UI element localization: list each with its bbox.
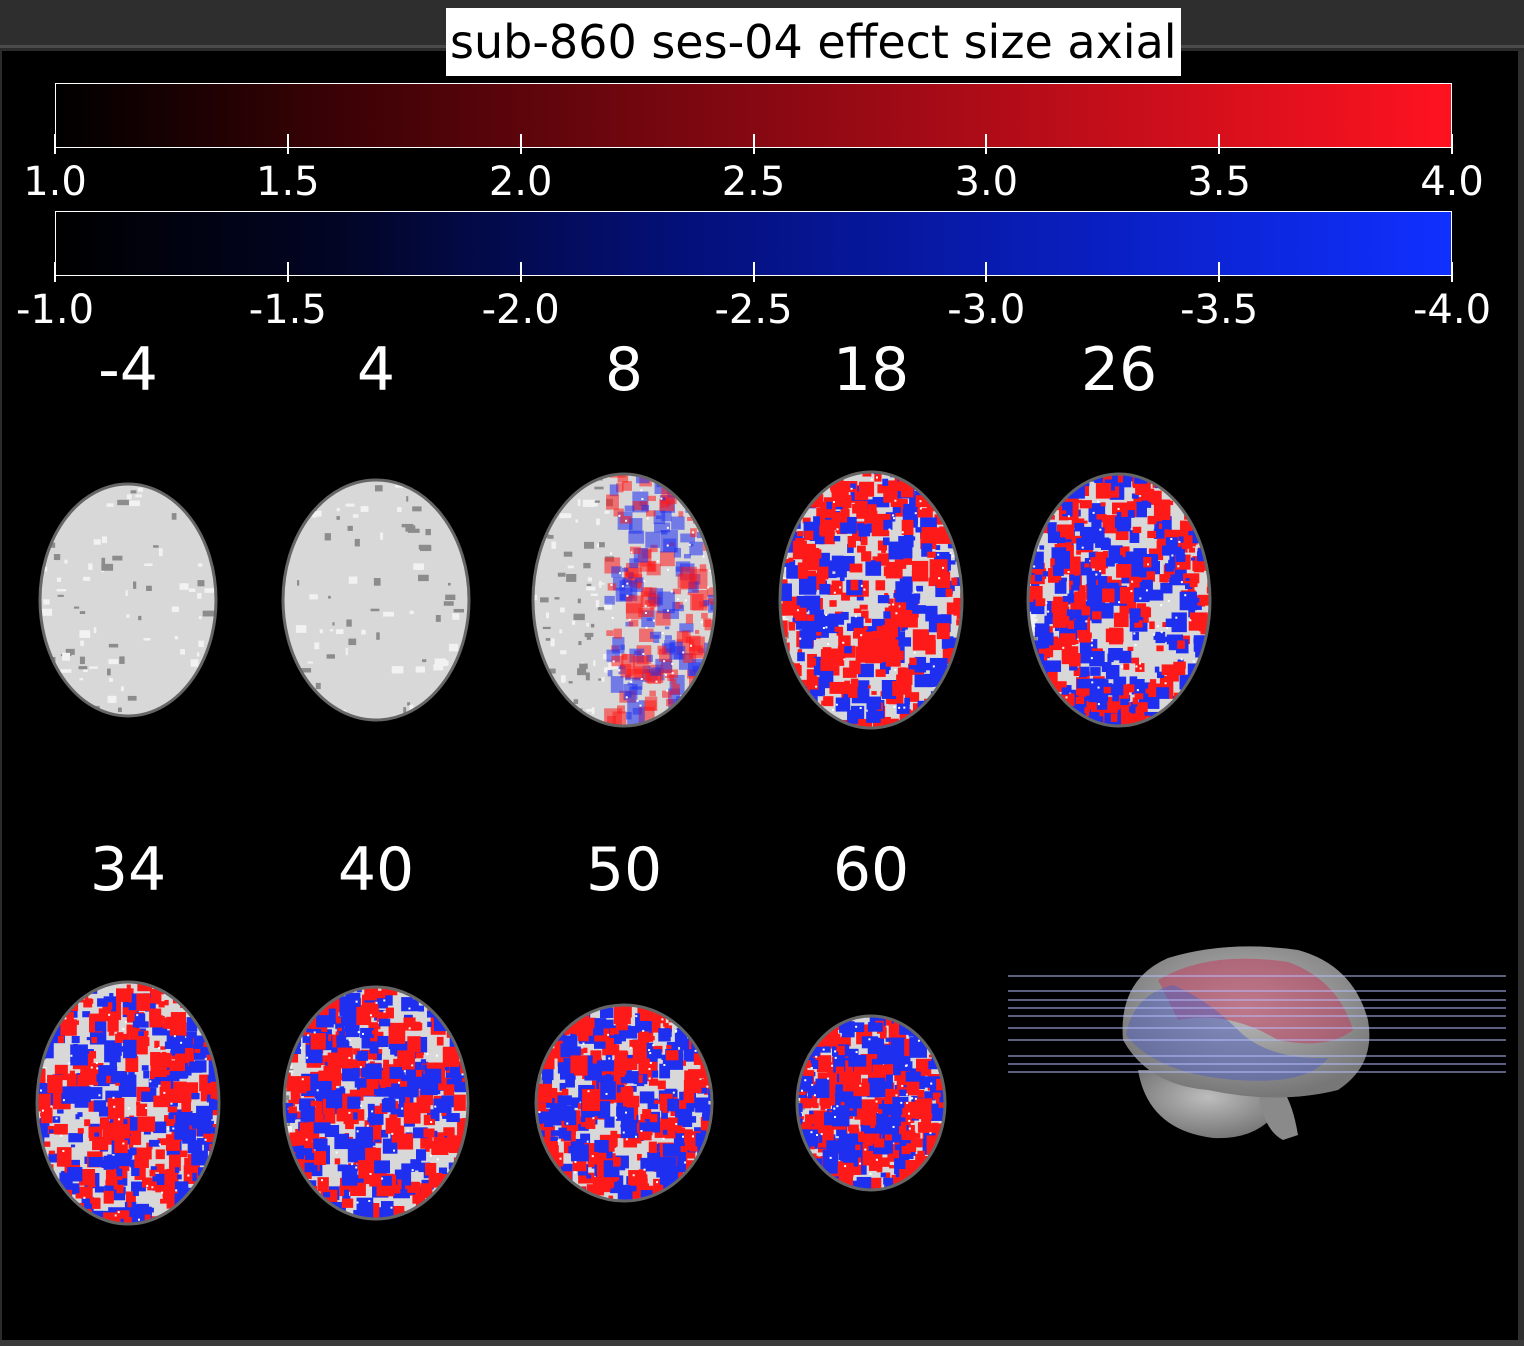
negative-colorbar-tick-label: -1.5 <box>248 287 327 333</box>
axial-slice-image <box>534 1003 714 1203</box>
slice-label: 8 <box>604 335 644 405</box>
axial-slice-image <box>38 482 218 718</box>
negative-colorbar-tick-label: -4.0 <box>1412 287 1492 333</box>
negative-colorbar-tick <box>54 262 56 282</box>
positive-colorbar-tick <box>286 134 289 154</box>
positive-colorbar-tick-label: 1.5 <box>256 159 320 205</box>
sagittal-brain-render <box>1008 946 1506 1140</box>
slice-label: 40 <box>337 835 415 905</box>
slice-label: 4 <box>356 335 396 405</box>
negative-colorbar-tick <box>286 262 289 282</box>
axial-slice-image <box>281 478 471 722</box>
positive-colorbar-tick <box>519 134 522 154</box>
window-bottom-edge <box>0 1340 1524 1346</box>
negative-colorbar-tick-label: -3.5 <box>1180 287 1259 333</box>
positive-colorbar-tick-label: 4.0 <box>1420 159 1484 205</box>
positive-colorbar-tick <box>752 134 755 154</box>
axial-slice-image <box>35 980 221 1226</box>
axial-slice-image <box>531 472 717 728</box>
positive-colorbar-tick <box>1218 134 1221 154</box>
negative-colorbar-tick-label: -2.5 <box>714 287 793 333</box>
positive-colorbar-tick-label: 1.0 <box>23 159 87 205</box>
slice-label: 50 <box>585 835 663 905</box>
negative-colorbar-tick <box>519 262 522 282</box>
brainstem-shape <box>1258 1090 1298 1140</box>
positive-colorbar-tick <box>54 134 56 154</box>
negative-colorbar-tick-label: -3.0 <box>947 287 1026 333</box>
figure-title: sub-860 ses-04 effect size axial <box>446 8 1181 76</box>
negative-colorbar-tick-label: -2.0 <box>481 287 560 333</box>
brain-slice-texture <box>780 472 962 728</box>
axial-slice-image <box>1026 472 1212 728</box>
positive-colorbar-tick-label: 3.0 <box>954 159 1019 205</box>
window-right-edge <box>1518 51 1524 1340</box>
positive-colorbar-tick-label: 3.5 <box>1187 159 1251 205</box>
slice-label: 26 <box>1080 335 1158 405</box>
negative-colorbar-tick <box>1451 262 1453 282</box>
axial-slice-image <box>282 985 470 1221</box>
slice-label: 34 <box>89 835 167 905</box>
axial-slice-image <box>778 470 964 730</box>
negative-colorbar-tick <box>752 262 755 282</box>
positive-colorbar-tick <box>1451 134 1453 154</box>
positive-colorbar-tick-label: 2.5 <box>721 159 786 205</box>
slice-label: -4 <box>98 335 158 405</box>
slice-label: 18 <box>832 335 910 405</box>
positive-colorbar-tick <box>985 134 988 154</box>
negative-colorbar-tick <box>1218 262 1221 282</box>
brain-slice-texture <box>536 1005 712 1201</box>
axial-slice-image <box>795 1014 947 1192</box>
overlay-red-region <box>1158 958 1353 1044</box>
negative-colorbar-tick <box>985 262 988 282</box>
slice-position-lines <box>1008 975 1506 1073</box>
negative-colorbar-tick-label: -1.0 <box>15 287 95 333</box>
slice-label: 60 <box>832 835 910 905</box>
positive-colorbar-tick-label: 2.0 <box>488 159 553 205</box>
overlay-blue-region <box>1126 985 1328 1081</box>
